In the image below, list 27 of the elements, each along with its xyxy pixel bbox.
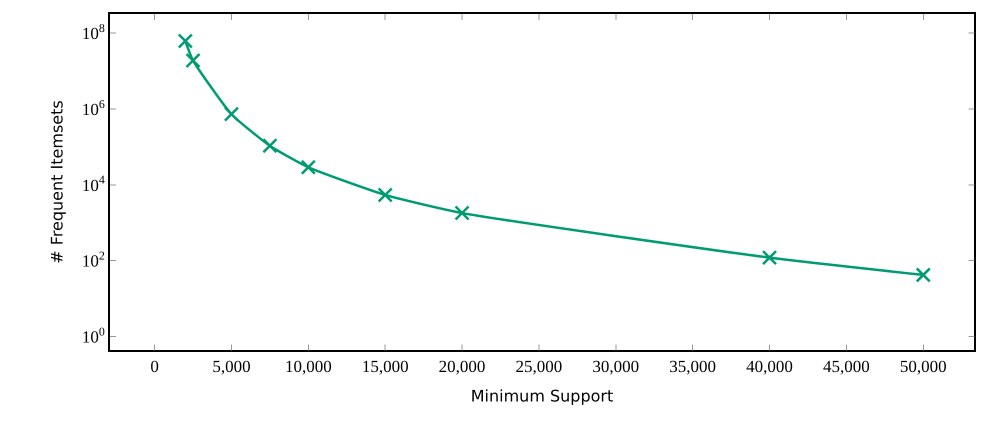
x-tick-label: 45,000 bbox=[823, 357, 870, 376]
x-tick-label: 35,000 bbox=[669, 357, 716, 376]
x-tick-label: 40,000 bbox=[746, 357, 793, 376]
x-tick-label: 20,000 bbox=[438, 357, 486, 376]
point bbox=[178, 33, 194, 49]
point bbox=[762, 250, 778, 266]
y-tick-label: 10$^{4}$ bbox=[82, 172, 105, 195]
y-tick-label: 10$^{8}$ bbox=[82, 20, 105, 44]
point bbox=[224, 106, 240, 122]
point bbox=[300, 160, 316, 176]
point bbox=[454, 205, 470, 221]
y-tick-label: 10$^{2}$ bbox=[82, 248, 105, 271]
y-axis-title: # Frequent Itemsets bbox=[47, 100, 66, 264]
x-tick-label: 15,000 bbox=[362, 357, 409, 376]
point bbox=[916, 267, 932, 283]
point bbox=[262, 138, 278, 154]
x-tick-label: 30,000 bbox=[592, 357, 640, 376]
point bbox=[185, 52, 201, 68]
y-tick-label: 10$^{6}$ bbox=[82, 96, 105, 119]
point bbox=[377, 187, 393, 203]
x-tick-label: 50,000 bbox=[900, 357, 947, 376]
x-tick-label: 10,000 bbox=[284, 357, 332, 376]
y-tick-label: 10$^{0}$ bbox=[82, 324, 105, 346]
x-tick-label: 25,000 bbox=[516, 357, 562, 376]
x-tick-label: 0 bbox=[150, 357, 159, 376]
x-tick-label: 5,000 bbox=[212, 357, 251, 376]
x-axis-title: Minimum Support bbox=[470, 386, 614, 406]
